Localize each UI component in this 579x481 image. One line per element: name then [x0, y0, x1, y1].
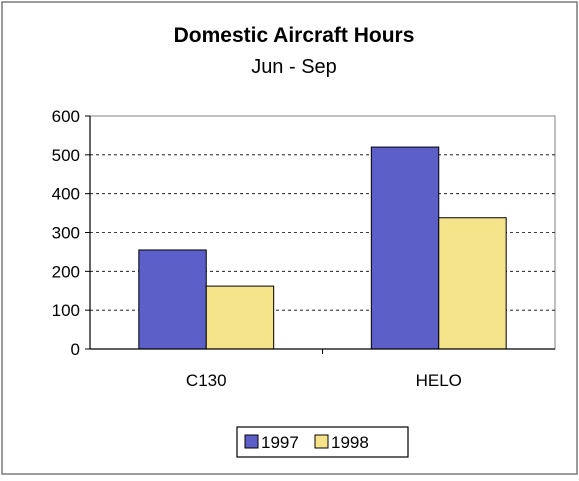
chart-subtitle: Jun - Sep — [251, 56, 337, 78]
y-tick-label-0: 0 — [71, 340, 80, 359]
x-category-label-c130: C130 — [186, 371, 227, 390]
x-category-label-helo: HELO — [416, 371, 462, 390]
y-axis-tick-labels: 0 100 200 300 400 500 600 — [52, 107, 80, 359]
bar-c130-1998 — [205, 285, 275, 350]
bar-c130-1997 — [138, 249, 207, 350]
legend-label-1998: 1998 — [331, 433, 369, 452]
bar-helo-1997 — [370, 146, 440, 350]
y-tick-label-200: 200 — [52, 262, 80, 281]
y-tick-label-400: 400 — [52, 185, 80, 204]
x-axis: C130 HELO — [89, 116, 555, 390]
gridlines — [85, 115, 555, 350]
legend-swatch-1998 — [314, 434, 329, 449]
y-tick-label-500: 500 — [52, 146, 80, 165]
bar-helo-1998 — [438, 217, 507, 350]
y-tick-label-300: 300 — [52, 224, 80, 243]
chart-title: Domestic Aircraft Hours — [174, 24, 415, 47]
y-tick-label-100: 100 — [52, 301, 80, 320]
y-tick-label-600: 600 — [52, 107, 80, 126]
legend-label-1997: 1997 — [261, 433, 299, 452]
legend-swatch-1997 — [244, 434, 259, 449]
